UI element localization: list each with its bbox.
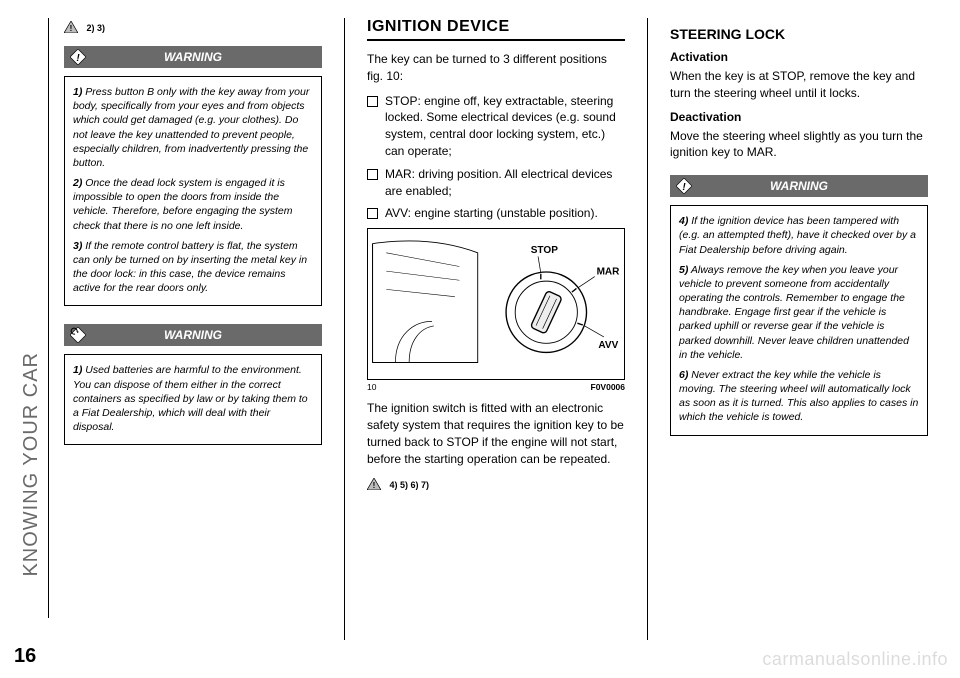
side-rule	[48, 18, 49, 618]
warn1-p3: 3) If the remote control battery is flat…	[73, 239, 313, 296]
page-number: 16	[14, 645, 36, 668]
warning-bar-1-label: WARNING	[164, 50, 222, 64]
warning-bar-3: ! WARNING	[670, 175, 928, 197]
warning-triangle-icon: !	[367, 478, 381, 490]
bullet-avv: AVV: engine starting (unstable position)…	[367, 205, 625, 222]
warning-box-2: 1) Used batteries are harmful to the env…	[64, 354, 322, 445]
figure-code: F0V0006	[591, 382, 626, 392]
warning-bar-3-label: WARNING	[770, 179, 828, 193]
column-separator-2	[647, 18, 648, 640]
warning-bar-1: ! WARNING	[64, 46, 322, 68]
bullet-stop: STOP: engine off, key extractable, steer…	[367, 93, 625, 160]
ref-bottom-text: 4) 5) 6) 7)	[389, 480, 429, 490]
column-3: STEERING LOCK Activation When the key is…	[666, 18, 932, 640]
svg-text:!: !	[70, 24, 73, 33]
figure-10: STOP MAR AVV	[367, 228, 625, 380]
warn1-p2: 2) Once the dead lock system is engaged …	[73, 176, 313, 233]
section-tab: KNOWING YOUR CAR	[14, 16, 48, 376]
ref-bottom: ! 4) 5) 6) 7)	[367, 475, 625, 493]
warn3-p2: 5) Always remove the key when you leave …	[679, 263, 919, 362]
ignition-intro: The key can be turned to 3 different pos…	[367, 51, 625, 85]
steering-heading: STEERING LOCK	[670, 26, 928, 42]
warning-box-1: 1) Press button B only with the key away…	[64, 76, 322, 306]
warning-diamond-icon: !	[70, 49, 86, 65]
warn1-p1: 1) Press button B only with the key away…	[73, 85, 313, 170]
watermark: carmanualsonline.info	[762, 649, 948, 670]
svg-text:!: !	[373, 481, 376, 490]
page-columns: ! 2) 3) ! WARNING 1) Press button B only…	[60, 18, 932, 640]
ignition-after: The ignition switch is fitted with an el…	[367, 400, 625, 467]
ref-top-text: 2) 3)	[86, 23, 105, 33]
warning-triangle-icon: !	[64, 21, 78, 33]
ignition-heading: IGNITION DEVICE	[367, 18, 625, 41]
column-1: ! 2) 3) ! WARNING 1) Press button B only…	[60, 18, 326, 640]
column-separator-1	[344, 18, 345, 640]
warn3-p3: 6) Never extract the key while the vehic…	[679, 368, 919, 425]
fig-label-stop: STOP	[531, 245, 558, 256]
bullet-mar: MAR: driving position. All electrical de…	[367, 166, 625, 200]
warn2-p1: 1) Used batteries are harmful to the env…	[73, 363, 313, 434]
warn3-p1: 4) If the ignition device has been tampe…	[679, 214, 919, 257]
column-2: IGNITION DEVICE The key can be turned to…	[363, 18, 629, 640]
ref-top: ! 2) 3)	[64, 18, 322, 36]
deactivation-label: Deactivation	[670, 110, 928, 124]
section-tab-text: KNOWING YOUR CAR	[20, 352, 43, 577]
figure-caption: 10 F0V0006	[367, 382, 625, 392]
activation-label: Activation	[670, 50, 928, 64]
fig-label-mar: MAR	[597, 267, 621, 278]
warning-box-3: 4) If the ignition device has been tampe…	[670, 205, 928, 435]
fig-label-avv: AVV	[598, 340, 618, 351]
recycle-diamond-icon	[70, 327, 86, 343]
activation-text: When the key is at STOP, remove the key …	[670, 68, 928, 102]
deactivation-text: Move the steering wheel slightly as you …	[670, 128, 928, 162]
warning-diamond-icon: !	[676, 178, 692, 194]
figure-number: 10	[367, 382, 376, 392]
warning-bar-2-label: WARNING	[164, 328, 222, 342]
warning-bar-2: WARNING	[64, 324, 322, 346]
